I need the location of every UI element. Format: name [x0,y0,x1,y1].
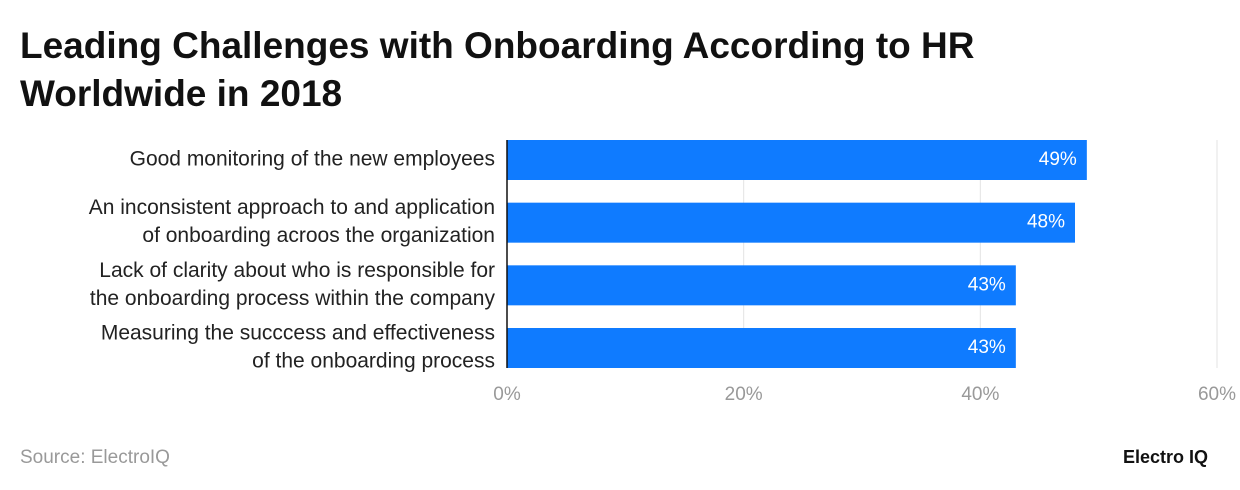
bar [507,265,1016,306]
bar [507,202,1075,243]
y-tick-label: An inconsistent approach to and applicat… [89,196,495,219]
bar [507,140,1087,180]
x-tick-label: 0% [493,384,521,405]
y-tick-label: of the onboarding process [252,350,495,373]
value-label: 43% [968,274,1006,295]
y-tick-label: of onboarding acroos the organization [142,224,495,247]
x-tick-label: 40% [961,384,999,405]
bar [507,328,1016,368]
brand-logo: Electro IQ [1123,447,1208,467]
y-tick-label: Measuring the succcess and effectiveness [101,322,495,345]
value-label: 43% [968,337,1006,358]
source: Source: ElectroIQ [20,447,170,468]
y-tick-label: the onboarding process within the compan… [90,287,496,310]
value-label: 48% [1027,212,1065,233]
x-tick-label: 20% [725,384,763,405]
y-tick-label: Lack of clarity about who is responsible… [99,259,495,282]
value-label: 49% [1039,149,1077,170]
chart-title: Leading Challenges with Onboarding Accor… [20,25,975,114]
x-tick-label: 60% [1198,384,1236,405]
y-tick-label: Good monitoring of the new employees [130,148,495,171]
